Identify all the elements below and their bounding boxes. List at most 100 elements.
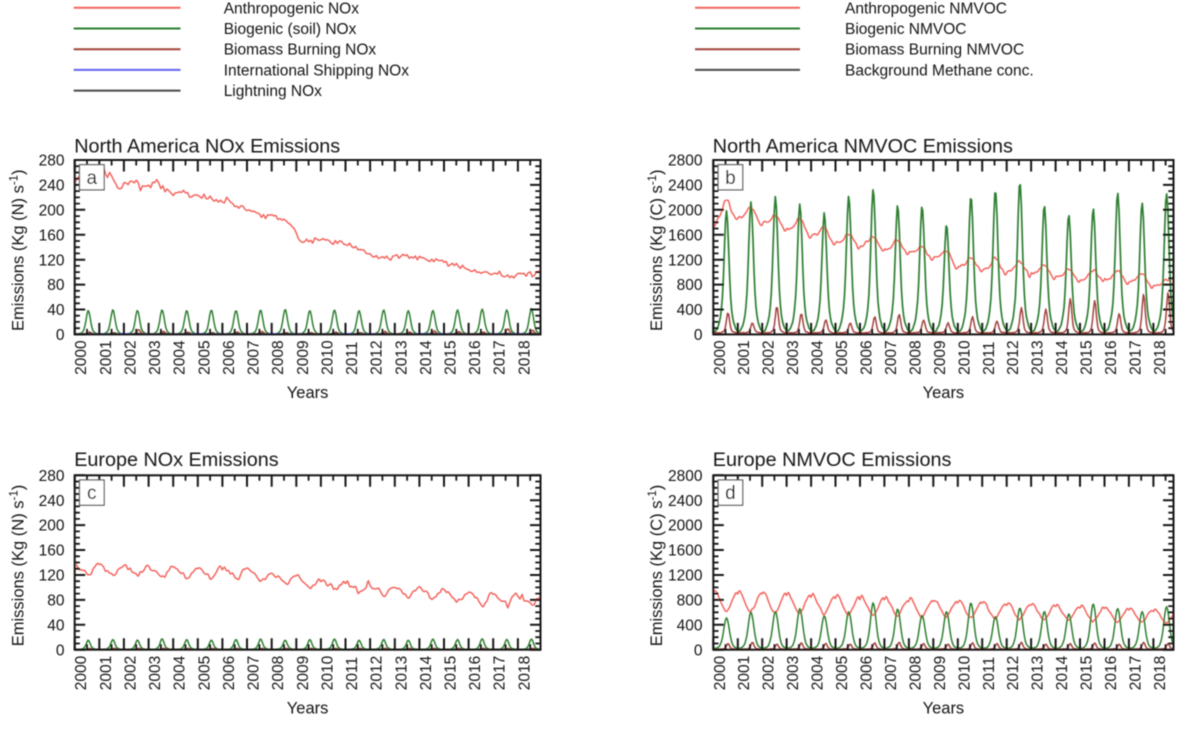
svg-text:2007: 2007 (246, 340, 263, 374)
svg-text:240: 240 (39, 493, 65, 510)
svg-text:2015: 2015 (443, 656, 460, 690)
svg-text:Emissions (Kg (N) s-1): Emissions (Kg (N) s-1) (9, 485, 28, 647)
svg-text:120: 120 (39, 252, 65, 269)
svg-text:0: 0 (56, 642, 65, 659)
svg-text:Years: Years (923, 384, 965, 402)
svg-text:2003: 2003 (147, 656, 164, 690)
svg-text:2009: 2009 (932, 340, 949, 374)
svg-text:2013: 2013 (393, 340, 410, 374)
svg-text:2008: 2008 (907, 340, 924, 374)
svg-text:Background Methane conc.: Background Methane conc. (845, 62, 1034, 79)
svg-text:2016: 2016 (467, 656, 484, 690)
svg-text:120: 120 (39, 568, 65, 585)
svg-text:Biogenic NMVOC: Biogenic NMVOC (845, 21, 966, 38)
svg-text:International Shipping NOx: International Shipping NOx (224, 62, 410, 79)
svg-text:North America NMVOC Emissions: North America NMVOC Emissions (713, 135, 1013, 157)
svg-text:Emissions (Kg (C) s-1): Emissions (Kg (C) s-1) (647, 169, 666, 331)
svg-text:2012: 2012 (369, 340, 386, 374)
svg-text:40: 40 (47, 617, 65, 634)
svg-text:40: 40 (47, 302, 65, 319)
svg-text:2003: 2003 (785, 656, 802, 690)
svg-text:North America NOx Emissions: North America NOx Emissions (74, 135, 340, 157)
svg-text:2016: 2016 (467, 340, 484, 374)
svg-text:2000: 2000 (73, 340, 90, 375)
svg-text:2006: 2006 (221, 340, 238, 374)
svg-text:2400: 2400 (668, 493, 703, 510)
svg-text:Emissions (Kg (N) s-1): Emissions (Kg (N) s-1) (9, 169, 28, 331)
svg-text:2011: 2011 (344, 657, 361, 690)
svg-text:2003: 2003 (785, 340, 802, 374)
svg-text:Biogenic (soil) NOx: Biogenic (soil) NOx (224, 21, 357, 38)
svg-text:b: b (725, 168, 736, 189)
svg-text:c: c (87, 483, 97, 504)
svg-text:200: 200 (39, 202, 65, 219)
svg-text:2018: 2018 (516, 340, 533, 374)
svg-text:2006: 2006 (859, 340, 876, 374)
svg-text:2018: 2018 (1152, 656, 1169, 690)
svg-text:2017: 2017 (1127, 340, 1144, 374)
svg-text:2002: 2002 (761, 656, 778, 690)
svg-text:2400: 2400 (668, 178, 703, 195)
svg-text:2001: 2001 (736, 340, 753, 374)
svg-text:400: 400 (677, 617, 703, 634)
svg-text:Anthropogenic NMVOC: Anthropogenic NMVOC (845, 0, 1007, 17)
svg-text:Years: Years (287, 700, 329, 718)
svg-text:800: 800 (677, 277, 703, 294)
svg-text:2800: 2800 (668, 153, 703, 170)
svg-text:80: 80 (47, 277, 65, 294)
svg-text:2004: 2004 (172, 655, 189, 690)
svg-text:2000: 2000 (73, 655, 90, 690)
svg-text:2007: 2007 (883, 656, 900, 690)
svg-text:Europe NOx Emissions: Europe NOx Emissions (74, 449, 279, 471)
svg-text:Biomass Burning NMVOC: Biomass Burning NMVOC (845, 42, 1024, 59)
svg-text:Years: Years (287, 384, 329, 402)
svg-text:Lightning NOx: Lightning NOx (224, 83, 322, 100)
svg-text:d: d (725, 483, 736, 504)
svg-text:2000: 2000 (712, 340, 729, 375)
svg-text:2009: 2009 (932, 656, 949, 690)
svg-text:400: 400 (677, 302, 703, 319)
svg-text:2002: 2002 (122, 340, 139, 374)
svg-text:2013: 2013 (393, 656, 410, 690)
svg-text:240: 240 (39, 178, 65, 195)
svg-text:2009: 2009 (295, 340, 312, 374)
svg-text:200: 200 (39, 518, 65, 535)
svg-text:2001: 2001 (736, 656, 753, 690)
svg-text:2001: 2001 (98, 656, 115, 690)
svg-text:2001: 2001 (98, 340, 115, 374)
svg-text:80: 80 (47, 593, 65, 610)
svg-text:Anthropogenic NOx: Anthropogenic NOx (224, 0, 360, 17)
svg-text:1600: 1600 (668, 543, 703, 560)
svg-text:2000: 2000 (668, 518, 703, 535)
svg-text:2005: 2005 (834, 340, 851, 374)
svg-text:2010: 2010 (319, 340, 336, 375)
svg-text:0: 0 (56, 327, 65, 344)
svg-text:160: 160 (39, 227, 65, 244)
svg-text:2006: 2006 (859, 656, 876, 690)
svg-text:2008: 2008 (907, 656, 924, 690)
svg-text:2010: 2010 (319, 655, 336, 690)
svg-text:2005: 2005 (196, 340, 213, 374)
svg-text:2018: 2018 (516, 656, 533, 690)
svg-text:160: 160 (39, 543, 65, 560)
svg-text:2005: 2005 (196, 656, 213, 690)
svg-text:1200: 1200 (668, 568, 703, 585)
svg-text:2800: 2800 (668, 468, 703, 485)
svg-text:2007: 2007 (246, 656, 263, 690)
svg-text:280: 280 (39, 468, 65, 485)
svg-text:2017: 2017 (1127, 656, 1144, 690)
svg-text:2012: 2012 (1005, 340, 1022, 374)
svg-text:2015: 2015 (1079, 340, 1096, 374)
svg-text:2006: 2006 (221, 656, 238, 690)
svg-text:2012: 2012 (1005, 656, 1022, 690)
svg-text:2015: 2015 (443, 340, 460, 374)
svg-text:1200: 1200 (668, 252, 703, 269)
svg-text:2014: 2014 (418, 655, 435, 690)
svg-text:2000: 2000 (668, 202, 703, 219)
svg-text:280: 280 (39, 153, 65, 170)
svg-text:2015: 2015 (1079, 656, 1096, 690)
svg-text:2004: 2004 (810, 340, 827, 375)
svg-text:2008: 2008 (270, 340, 287, 374)
svg-text:1600: 1600 (668, 227, 703, 244)
svg-text:2011: 2011 (344, 342, 361, 375)
